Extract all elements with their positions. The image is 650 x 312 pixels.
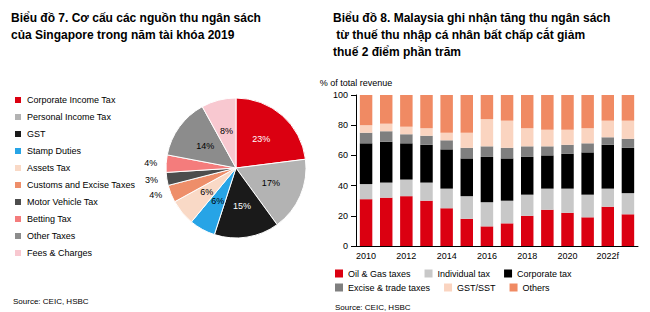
svg-text:3%: 3% bbox=[145, 175, 158, 185]
svg-text:15%: 15% bbox=[233, 201, 251, 211]
svg-text:Excise & trade taxes: Excise & trade taxes bbox=[348, 283, 431, 293]
svg-text:Others: Others bbox=[523, 283, 551, 293]
svg-text:Biểu đồ 7. Cơ cấu các nguồn th: Biểu đồ 7. Cơ cấu các nguồn thu ngân sác… bbox=[11, 11, 264, 25]
svg-text:14%: 14% bbox=[196, 141, 214, 151]
svg-text:Personal Income Tax: Personal Income Tax bbox=[27, 112, 111, 122]
svg-text:Corporate tax: Corporate tax bbox=[517, 269, 572, 279]
svg-text:% of total revenue: % of total revenue bbox=[320, 78, 393, 88]
svg-text:Other Taxes: Other Taxes bbox=[27, 231, 76, 241]
svg-text:80: 80 bbox=[338, 120, 348, 130]
svg-text:2014: 2014 bbox=[437, 251, 457, 261]
svg-text:từ thuế thu nhập cá nhân bất c: từ thuế thu nhập cá nhân bất chấp cắt gi… bbox=[333, 27, 588, 42]
svg-text:GST/SST: GST/SST bbox=[457, 283, 496, 293]
svg-text:0: 0 bbox=[343, 241, 348, 251]
svg-text:Oil & Gas taxes: Oil & Gas taxes bbox=[348, 269, 411, 279]
svg-text:6%: 6% bbox=[200, 187, 213, 197]
svg-text:Fees & Charges: Fees & Charges bbox=[27, 248, 93, 258]
svg-text:thuế 2 điểm phần trăm: thuế 2 điểm phần trăm bbox=[333, 45, 461, 59]
svg-text:6%: 6% bbox=[211, 196, 224, 206]
svg-text:60: 60 bbox=[338, 150, 348, 160]
svg-text:Source: CEIC, HSBC: Source: CEIC, HSBC bbox=[13, 297, 89, 306]
svg-text:2016: 2016 bbox=[477, 251, 497, 261]
svg-text:Customs and Excise Taxes: Customs and Excise Taxes bbox=[27, 180, 135, 190]
svg-text:Individual tax: Individual tax bbox=[438, 269, 491, 279]
svg-text:Assets Tax: Assets Tax bbox=[27, 163, 71, 173]
svg-text:Biểu đồ 8. Malaysia ghi nhận t: Biểu đồ 8. Malaysia ghi nhận tăng thu ng… bbox=[333, 11, 610, 25]
svg-text:40: 40 bbox=[338, 181, 348, 191]
svg-text:GST: GST bbox=[27, 129, 46, 139]
svg-text:2022f: 2022f bbox=[597, 251, 620, 261]
svg-text:2018: 2018 bbox=[517, 251, 537, 261]
svg-text:17%: 17% bbox=[262, 178, 280, 188]
svg-text:2010: 2010 bbox=[356, 251, 376, 261]
svg-text:8%: 8% bbox=[220, 126, 233, 136]
svg-text:của Singapore trong năm tài kh: của Singapore trong năm tài khóa 2019 bbox=[11, 28, 235, 42]
svg-text:Source: CEIC, HSBC: Source: CEIC, HSBC bbox=[335, 303, 411, 312]
svg-text:Stamp Duties: Stamp Duties bbox=[27, 146, 82, 156]
svg-text:Motor Vehicle Tax: Motor Vehicle Tax bbox=[27, 197, 98, 207]
svg-text:Corporate Income Tax: Corporate Income Tax bbox=[27, 95, 116, 105]
svg-text:4%: 4% bbox=[144, 158, 157, 168]
svg-text:20: 20 bbox=[338, 211, 348, 221]
svg-text:2012: 2012 bbox=[396, 251, 416, 261]
svg-text:Betting Tax: Betting Tax bbox=[27, 214, 72, 224]
svg-text:4%: 4% bbox=[149, 190, 162, 200]
svg-text:2020: 2020 bbox=[557, 251, 577, 261]
svg-text:23%: 23% bbox=[252, 134, 270, 144]
svg-text:100: 100 bbox=[333, 90, 348, 100]
